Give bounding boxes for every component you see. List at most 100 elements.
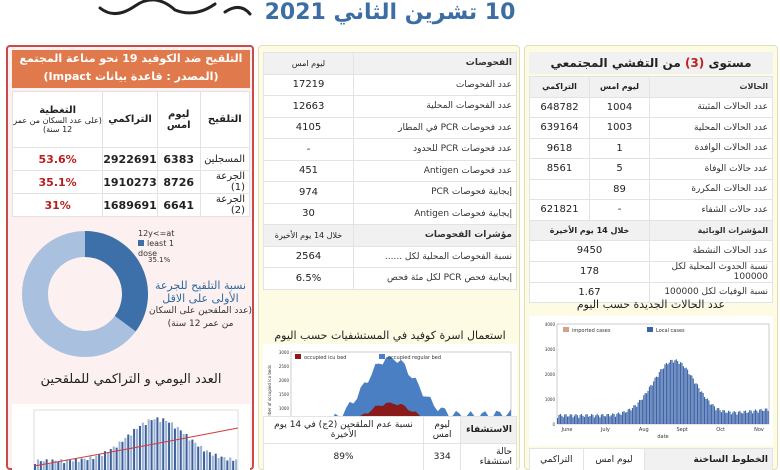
local-cases-bar <box>687 369 689 424</box>
local-cases-bar <box>593 417 595 424</box>
local-cases-bar <box>589 416 591 424</box>
y-axis-label: number of occupied icu beds <box>267 365 272 423</box>
local-cases-bar <box>619 413 621 424</box>
row-label: عدد الحالات الوافدة <box>649 137 773 159</box>
y-tick-label: 3000 <box>545 347 556 352</box>
local-cases-bar <box>726 412 728 424</box>
row-value: 30 <box>263 202 354 225</box>
vaccination-title-text: التلقيح ضد الكوفيد 19 نحو مناعة المجتمع <box>19 52 243 65</box>
table-row: المسجلين 6383 2922691 53.6% <box>11 147 251 171</box>
daily-dose-bar <box>57 461 60 470</box>
local-cases-bar <box>668 362 670 424</box>
local-cases-bar <box>597 415 600 424</box>
local-cases-bar <box>630 410 632 424</box>
daily-dose-bar <box>121 441 124 470</box>
local-cases-bar <box>569 414 571 424</box>
table-row: الجرعة (2) 6641 1689691 31% <box>11 193 251 217</box>
local-cases-bar <box>646 393 648 424</box>
local-cases-bar <box>576 415 578 424</box>
local-cases-bar <box>674 360 676 424</box>
local-cases-bar <box>624 412 626 424</box>
daily-dose-bar <box>115 447 118 470</box>
local-cases-bar <box>740 412 742 424</box>
local-cases-bar <box>631 408 634 424</box>
local-cases-bar <box>557 418 559 424</box>
local-cases-bar <box>602 413 604 424</box>
x-tick-label: Aug <box>639 427 649 433</box>
local-cases-bar <box>732 412 734 424</box>
x-tick-label: June <box>561 427 573 433</box>
daily-dose-bar <box>226 460 229 470</box>
col-coverage-note: (على عدد السكان من عمر 12 سنة) <box>13 116 102 134</box>
daily-dose-bar <box>77 461 80 470</box>
cumulative-dose-line <box>33 427 239 467</box>
local-cases-bar <box>581 414 583 424</box>
daily-dose-bar <box>39 461 42 470</box>
local-cases-bar <box>753 410 755 424</box>
local-cases-bar <box>637 402 639 424</box>
col-coverage-label: التغطية <box>39 105 77 116</box>
col-cumulative: التراكمي <box>102 91 158 148</box>
local-cases-bar <box>592 414 594 424</box>
local-cases-bar <box>695 383 697 424</box>
daily-dose-bar <box>191 439 194 470</box>
local-cases-bar <box>689 375 691 424</box>
table-row: 1.67 نسبة الوفيات لكل 100000 <box>529 281 773 303</box>
legend-swatch-icu <box>295 354 301 359</box>
local-cases-bar <box>610 415 612 424</box>
donut-caption-text: نسبة التلقيح للجرعة الأولى على الاقل <box>154 279 247 305</box>
table-row: 974 إيجابية فحوصات PCR <box>263 181 517 204</box>
local-cases-bar <box>641 399 643 424</box>
local-cases-bar <box>715 410 717 424</box>
legend-label-imported: imported cases <box>572 328 611 334</box>
local-cases-bar <box>640 400 642 424</box>
local-cases-bar <box>708 400 710 424</box>
row-label: نسبة الحدوث المحلية لكل 100000 <box>649 260 773 283</box>
hospital-beds-title: استعمال اسرة كوفيد في المستشفيات حسب الي… <box>274 329 506 342</box>
daily-dose-bar <box>188 440 191 470</box>
row-value: 2564 <box>263 245 354 268</box>
local-cases-bar <box>578 417 580 424</box>
local-cases-bar <box>756 410 758 424</box>
local-cases-bar <box>671 360 673 424</box>
daily-dose-bar <box>45 459 48 470</box>
daily-dose-bar <box>214 453 217 470</box>
daily-dose-bar <box>162 418 165 470</box>
daily-dose-bar <box>153 419 156 470</box>
daily-dose-bar <box>235 459 238 470</box>
daily-dose-bar <box>165 420 168 470</box>
local-cases-bar <box>568 416 570 424</box>
local-cases-bar <box>607 414 610 424</box>
local-cases-bar <box>626 412 628 424</box>
row-value: 178 <box>529 260 650 283</box>
local-cases-bar <box>688 374 690 424</box>
daily-dose-bar <box>220 456 223 470</box>
donut-percent-label: 35.1% <box>148 256 171 264</box>
table-row: 12663 عدد الفحوصات المحلية <box>263 95 517 118</box>
local-cases-bar <box>744 410 747 424</box>
daily-dose-bar <box>66 459 69 470</box>
legend-label-local: Local cases <box>656 328 685 334</box>
local-cases-bar <box>599 417 601 424</box>
row-cumulative: 1689691 <box>102 193 158 217</box>
col-14-days: خلال 14 يوم الأخيرة <box>263 224 354 247</box>
local-cases-bar <box>558 415 560 424</box>
daily-dose-bar <box>194 442 197 470</box>
local-cases-bar <box>600 414 602 424</box>
local-cases-bar <box>643 395 645 424</box>
local-cases-bar <box>667 364 669 424</box>
local-cases-bar <box>691 375 693 424</box>
local-cases-bar <box>627 409 629 424</box>
local-cases-bar <box>701 391 703 424</box>
daily-dose-bar <box>197 446 200 470</box>
local-cases-bar <box>725 412 727 424</box>
local-cases-bar <box>562 417 564 424</box>
local-cases-bar <box>648 386 650 424</box>
row-yesterday: 334 <box>423 443 462 470</box>
y-tick-label: 2000 <box>279 378 290 383</box>
new-cases-chart: imported cases Local cases June July Aug Sept… <box>529 316 773 446</box>
local-cases-bar <box>596 413 598 424</box>
row-label: عدد الحالات المثبتة <box>649 96 773 118</box>
cases-table: التراكمي ليوم امس الحالات 648782 1004 عدد … <box>529 76 773 303</box>
table-row: 2564 نسبة الفحوصات المحلية لكل ...... <box>263 245 517 268</box>
